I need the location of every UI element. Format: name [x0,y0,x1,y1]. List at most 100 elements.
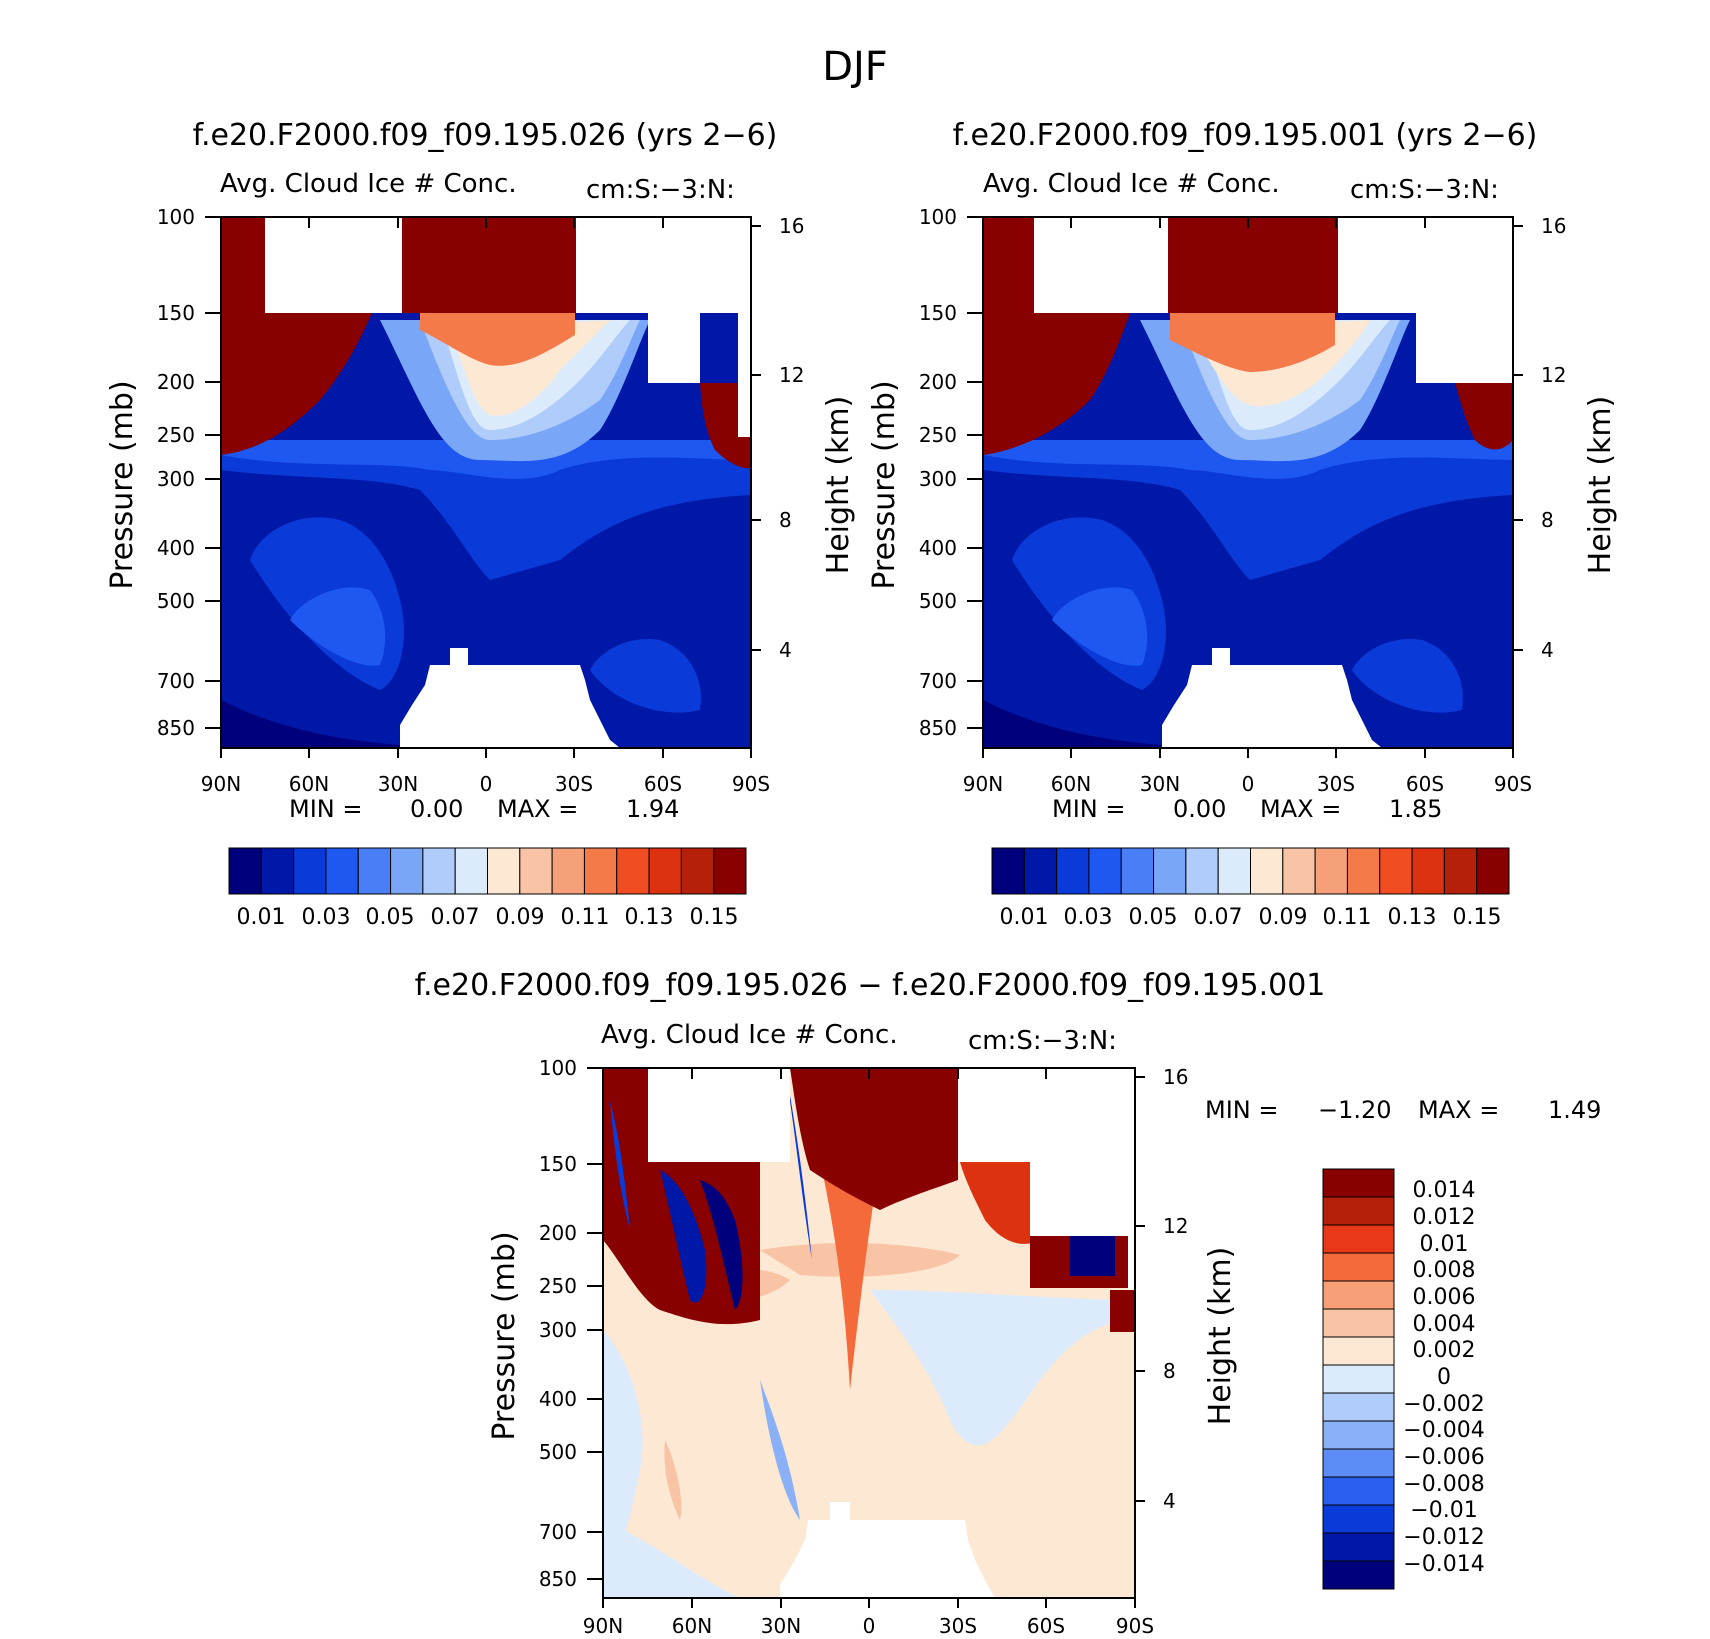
panel-2-y2tick-4: 4 [1541,638,1554,662]
panel-2-ytick-400: 400 [919,536,957,560]
panel-2-ytick-100: 100 [919,205,957,229]
panel-3-colorbar-cell [1322,1392,1395,1422]
panel-1: f.e20.F2000.f09_f09.195.026 (yrs 2−6) Av… [105,118,856,930]
panel-3-y2label: Height (km) [1203,1247,1238,1426]
panel-1-ytick-850: 850 [157,716,195,740]
panel-3-ylabel: Pressure (mb) [487,1231,522,1440]
panel-1-colorbar-cell [422,847,456,895]
panel-1-subtitle-right: cm:S:−3:N: [586,175,735,205]
panel-3-dark-red-eq [790,1068,958,1210]
panel-3-xtick-90n: 90N [583,1614,623,1638]
panel-1-ytick-500: 500 [157,589,195,613]
panel-3-field [603,1068,1135,1598]
panel-2-colorbar-cell [1443,847,1478,895]
panel-1-cb-label: 0.01 [237,905,286,930]
panel-3-blue-nh-1 [610,1100,630,1230]
panel-2-missing-nh-top [1034,217,1168,313]
panel-3-xtick-30s: 30S [939,1614,977,1638]
panel-1-xtick-90s: 90S [732,772,770,796]
panel-2-colorbar-cell [1153,847,1187,895]
panel-2-colorbar-cell [1185,847,1219,895]
panel-3-xtick-90s: 90S [1116,1614,1154,1638]
panel-2-ytick-300: 300 [919,467,957,491]
panel-3-cb-label: 0.002 [1413,1338,1476,1363]
panel-2-cb-label: 0.05 [1129,905,1178,930]
panel-3-ytick-500: 500 [539,1440,577,1464]
panel-3-missing-nh-top [648,1068,790,1162]
panel-1-y2tick-8: 8 [779,508,792,532]
panel-1-xtick-60s: 60S [644,772,682,796]
panel-1-colorbar-cell [680,847,715,895]
panel-1-sh-red [700,383,751,469]
panel-3-cb-label: −0.006 [1403,1445,1484,1470]
panel-3-cb-label: −0.01 [1410,1498,1477,1523]
panel-1-y-tick-labels: 100 150 200 250 300 400 500 700 850 [157,205,195,740]
panel-3-ytick-150: 150 [539,1152,577,1176]
panel-3-cb-label: −0.014 [1403,1552,1484,1577]
panel-3-cb-label: 0.004 [1413,1312,1476,1337]
panel-3-y2tick-4: 4 [1163,1489,1176,1513]
panel-2-y2label: Height (km) [1583,396,1618,575]
panel-2-colorbar-cell [1379,847,1413,895]
panel-1-colorbar-cell [357,847,392,895]
panel-3-colorbar-cell [1322,1336,1395,1366]
panel-1-colorbar-cell [583,847,618,895]
panel-3-subtitle-right: cm:S:−3:N: [968,1026,1117,1056]
panel-1-x-tick-labels: 90N 60N 30N 0 30S 60S 90S [201,772,770,796]
panel-3-blue-nh-2 [660,1170,707,1303]
panel-2-max-label: MAX = [1260,795,1341,823]
panel-3-ytick-200: 200 [539,1221,577,1245]
panel-3-dark-red-sh-corner [1110,1290,1135,1332]
panel-1-colorbar-cell [487,847,521,895]
panel-1-xtick-0: 0 [480,772,493,796]
panel-1-colorbar: 0.01 0.03 0.05 0.07 0.09 0.11 0.13 0.15 [228,847,747,930]
panel-2-colorbar-cell [1056,847,1090,895]
panel-2-tick-marks [967,216,1523,758]
panel-3-colorbar-cell [1322,1252,1395,1282]
panel-3-y2tick-16: 16 [1163,1065,1188,1089]
panel-2-y2tick-12: 12 [1541,363,1566,387]
panel-2-sh-red [1455,383,1513,450]
panel-3-max-value: 1.49 [1548,1096,1601,1124]
panel-2-ytick-850: 850 [919,716,957,740]
panel-2-xtick-30n: 30N [1140,772,1180,796]
panel-3-blue-sh-patch [1070,1236,1115,1276]
panel-1-band-midlevel [221,455,751,580]
panel-1-cb-label: 0.15 [690,905,739,930]
panel-2-x-tick-labels: 90N 60N 30N 0 30S 60S 90S [963,772,1532,796]
panel-3: f.e20.F2000.f09_f09.195.026 − f.e20.F200… [415,968,1602,1638]
panel-2-colorbar-cell [991,847,1025,895]
panel-1-colorbar-cell [454,847,488,895]
panel-1-min-value: 0.00 [410,795,463,823]
panel-3-red-sh [960,1162,1040,1244]
panel-1-title: f.e20.F2000.f09_f09.195.026 (yrs 2−6) [193,118,778,153]
panel-3-colorbar-cell [1322,1196,1395,1226]
panel-2-ytick-150: 150 [919,301,957,325]
panel-3-ytick-700: 700 [539,1520,577,1544]
panel-3-ytick-250: 250 [539,1274,577,1298]
panel-1-colorbar-cell [390,847,424,895]
panel-2-title: f.e20.F2000.f09_f09.195.001 (yrs 2−6) [953,118,1538,153]
panel-1-ytick-300: 300 [157,467,195,491]
panel-2-cb-label: 0.03 [1064,905,1113,930]
panel-1-max-value: 1.94 [626,795,679,823]
panel-2-colorbar-cell [1088,847,1122,895]
panel-2-colorbar-cell [1476,847,1510,895]
panel-2-xtick-60s: 60S [1406,772,1444,796]
panel-1-field [221,217,751,748]
panel-2-min-value: 0.00 [1173,795,1226,823]
panel-2-xtick-30s: 30S [1317,772,1355,796]
panel-1-xtick-30s: 30S [555,772,593,796]
panel-1-ylabel: Pressure (mb) [105,380,140,589]
panel-2-low-blue-nh-core [1052,587,1148,666]
panel-3-blue-eq-streak [785,1068,812,1260]
panel-3-colorbar-cell [1322,1420,1395,1450]
panel-2-missing-topography [1162,648,1382,748]
panel-3-xtick-0: 0 [863,1614,876,1638]
panel-2-y2-tick-labels: 16 12 8 4 [1541,214,1566,662]
panel-3-min-value: −1.20 [1318,1096,1392,1124]
panel-3-missing-topography [780,1502,995,1598]
panel-3-y2tick-8: 8 [1163,1359,1176,1383]
panel-3-ytick-100: 100 [539,1056,577,1080]
panel-1-xtick-30n: 30N [378,772,418,796]
